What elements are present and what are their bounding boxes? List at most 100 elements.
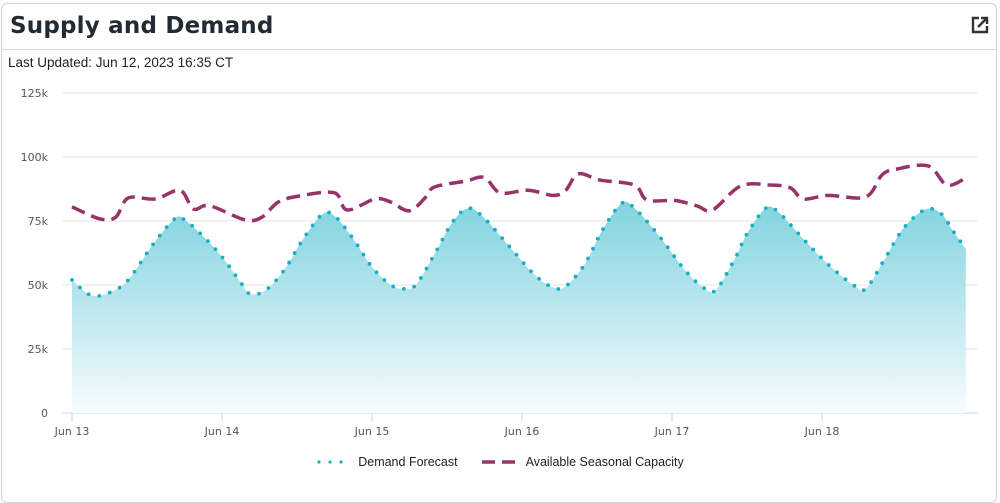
demand-point	[335, 217, 340, 221]
demand-point	[573, 274, 578, 279]
demand-point	[361, 252, 366, 257]
y-tick-label: 100k	[21, 151, 49, 164]
demand-point	[190, 223, 195, 228]
demand-point	[595, 236, 600, 241]
demand-point	[138, 260, 143, 265]
demand-point	[367, 261, 372, 266]
demand-point	[952, 230, 956, 235]
demand-point	[911, 216, 916, 220]
demand-point	[556, 287, 561, 291]
demand-point	[744, 232, 749, 237]
y-tick-label: 125k	[21, 87, 49, 100]
demand-point	[281, 269, 285, 274]
card-header: Supply and Demand	[2, 4, 996, 50]
demand-point	[818, 255, 823, 260]
y-tick-label: 0	[41, 407, 48, 420]
demand-point	[70, 277, 74, 282]
demand-point	[835, 270, 839, 275]
demand-point	[919, 209, 924, 214]
demand-point	[117, 285, 122, 290]
demand-point	[206, 239, 210, 243]
demand-point	[468, 206, 473, 211]
demand-point	[803, 239, 808, 244]
demand-point	[580, 265, 585, 270]
demand-point	[591, 246, 595, 251]
y-tick-label: 50k	[28, 279, 49, 292]
legend-dashed-line-icon	[481, 460, 515, 464]
demand-point	[763, 206, 768, 211]
demand-point	[304, 232, 309, 237]
demand-point	[257, 291, 261, 296]
demand-point	[274, 278, 279, 283]
demand-point	[213, 247, 218, 252]
demand-point	[412, 284, 417, 289]
demand-point	[86, 292, 91, 297]
demand-point	[843, 277, 848, 282]
legend-dotted-line-icon	[317, 460, 343, 464]
demand-area	[72, 201, 966, 413]
demand-point	[125, 278, 130, 283]
y-tick-label: 25k	[28, 343, 49, 356]
demand-point	[958, 239, 963, 244]
demand-point	[645, 219, 650, 224]
x-tick-label: Jun 18	[804, 425, 840, 438]
demand-point	[477, 212, 482, 216]
demand-point	[652, 228, 657, 232]
demand-point	[939, 212, 944, 216]
demand-point	[711, 289, 716, 294]
x-tick-label: Jun 14	[204, 425, 240, 438]
legend-label: Available Seasonal Capacity	[525, 455, 684, 469]
demand-point	[521, 261, 526, 266]
demand-point	[789, 223, 793, 228]
demand-point	[601, 227, 605, 231]
demand-point	[227, 264, 232, 269]
chart-legend: Demand Forecast Available Seasonal Capac…	[0, 455, 1000, 469]
demand-point	[382, 278, 387, 282]
demand-point	[702, 286, 707, 291]
demand-point	[349, 234, 354, 239]
demand-point	[172, 217, 177, 222]
demand-point	[811, 247, 816, 252]
demand-point	[629, 203, 634, 208]
demand-point	[685, 271, 690, 276]
demand-point	[298, 241, 303, 246]
demand-point	[342, 225, 347, 230]
demand-point	[440, 237, 445, 242]
demand-point	[435, 247, 440, 252]
external-link-icon[interactable]	[970, 15, 990, 35]
demand-point	[739, 242, 744, 247]
demand-point	[729, 262, 734, 267]
demand-point	[852, 283, 857, 288]
demand-point	[458, 210, 463, 215]
demand-point	[672, 254, 677, 259]
demand-point	[401, 286, 406, 291]
demand-point	[97, 293, 102, 298]
demand-point	[107, 290, 112, 295]
demand-point	[869, 280, 874, 285]
y-tick-label: 75k	[28, 215, 49, 228]
legend-label: Demand Forecast	[358, 455, 458, 469]
demand-point	[880, 261, 885, 266]
demand-point	[659, 236, 664, 241]
demand-point	[826, 263, 831, 267]
demand-point	[529, 269, 533, 274]
last-updated: Last Updated: Jun 12, 2023 16:35 CT	[8, 55, 234, 70]
demand-point	[220, 255, 225, 260]
legend-available-seasonal-capacity[interactable]: Available Seasonal Capacity	[481, 455, 684, 469]
x-tick-label: Jun 15	[354, 425, 390, 438]
demand-point	[310, 223, 315, 228]
demand-point	[424, 266, 429, 271]
demand-point	[537, 276, 541, 281]
demand-point	[445, 228, 450, 232]
x-tick-label: Jun 16	[504, 425, 540, 438]
demand-point	[874, 270, 879, 275]
demand-point	[78, 285, 82, 290]
demand-point	[317, 214, 322, 219]
demand-point	[930, 206, 935, 211]
demand-point	[391, 284, 396, 289]
demand-point	[429, 257, 434, 261]
legend-demand-forecast[interactable]: Demand Forecast	[316, 455, 458, 469]
demand-point	[493, 227, 497, 232]
demand-point	[164, 225, 169, 230]
